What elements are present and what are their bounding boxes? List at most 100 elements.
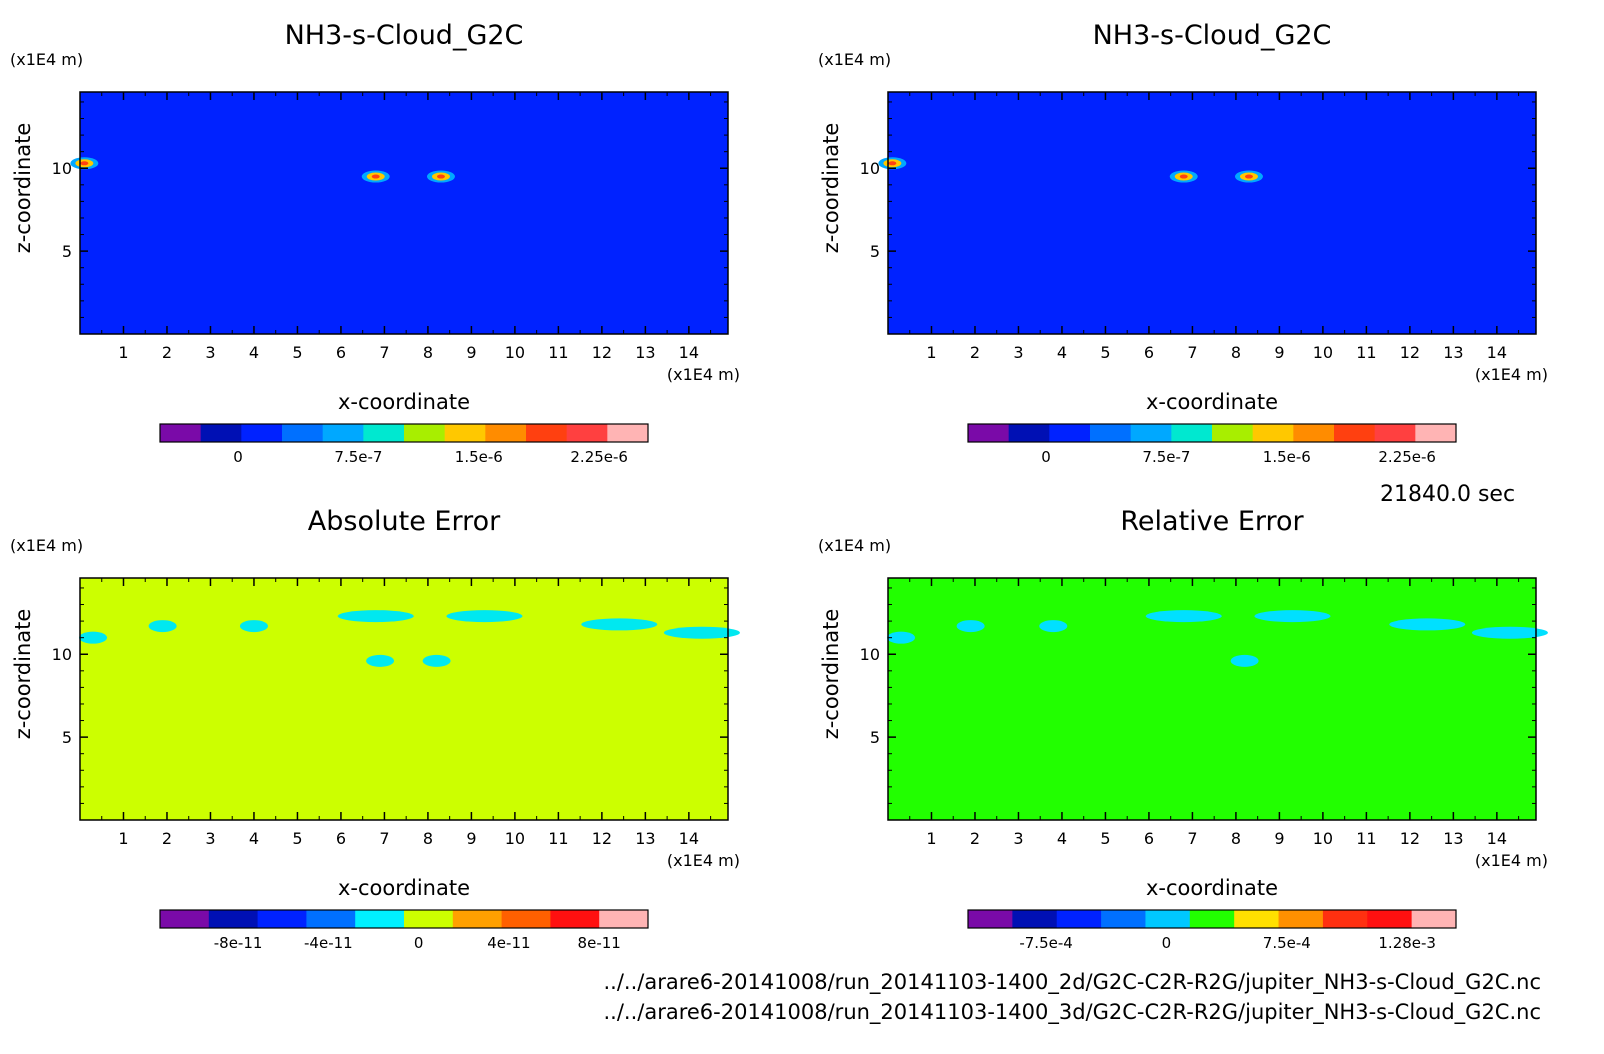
colorbar-segment bbox=[550, 910, 600, 928]
x-tick-label: 8 bbox=[1231, 829, 1241, 848]
y-tick-label: 5 bbox=[870, 728, 880, 747]
x-unit-label: (x1E4 m) bbox=[1475, 365, 1548, 384]
hotspot-core bbox=[888, 161, 897, 166]
colorbar-segment bbox=[200, 424, 242, 442]
colorbar-segment bbox=[526, 424, 568, 442]
colorbar-segment bbox=[1212, 424, 1254, 442]
colorbar-label: 7.5e-7 bbox=[334, 448, 382, 466]
x-tick-label: 9 bbox=[466, 343, 476, 362]
colorbar-segment bbox=[306, 910, 356, 928]
colorbar-segment bbox=[1334, 424, 1376, 442]
x-tick-label: 7 bbox=[1187, 829, 1197, 848]
x-tick-label: 3 bbox=[205, 343, 215, 362]
colorbar-frame bbox=[159, 909, 649, 929]
hotspot-core bbox=[80, 161, 89, 166]
x-tick-label: 6 bbox=[336, 343, 346, 362]
hotspot-core bbox=[436, 174, 445, 179]
colorbar-label: 2.25e-6 bbox=[570, 448, 628, 466]
colorbar-segment bbox=[363, 424, 405, 442]
cloud-patch bbox=[446, 610, 523, 623]
x-tick-label: 13 bbox=[1443, 343, 1463, 362]
x-tick-label: 13 bbox=[635, 343, 655, 362]
cloud-patch bbox=[663, 626, 740, 639]
chart-panel-4: Relative Error(x1E4 m)1 2 3 4 5 6 7 8 9 10 11 12 13 1… bbox=[818, 506, 1548, 952]
colorbar-segment bbox=[404, 424, 446, 442]
colorbar-segment bbox=[599, 910, 649, 928]
colorbar-segment bbox=[1049, 424, 1091, 442]
x-tick-label: 5 bbox=[1100, 343, 1110, 362]
colorbar-segment bbox=[1056, 910, 1102, 928]
x-tick-label: 9 bbox=[466, 829, 476, 848]
x-tick-label: 14 bbox=[679, 829, 699, 848]
x-tick-label: 5 bbox=[1100, 829, 1110, 848]
plot-frame bbox=[887, 577, 1537, 821]
y-unit-label: (x1E4 m) bbox=[10, 536, 83, 555]
colorbar-segment bbox=[444, 424, 486, 442]
x-tick-label: 6 bbox=[1144, 343, 1154, 362]
chart-title: Relative Error bbox=[1120, 506, 1304, 537]
cloud-patch bbox=[1471, 626, 1548, 639]
colorbar-frame bbox=[159, 423, 649, 443]
colorbar-label: 0 bbox=[1041, 448, 1051, 466]
cloud-patch bbox=[1254, 610, 1331, 623]
x-unit-label: (x1E4 m) bbox=[667, 365, 740, 384]
colorbar-segment bbox=[1293, 424, 1335, 442]
x-tick-label: 2 bbox=[162, 829, 172, 848]
x-tick-label: 14 bbox=[679, 343, 699, 362]
x-tick-label: 5 bbox=[292, 829, 302, 848]
x-tick-label: 2 bbox=[970, 343, 980, 362]
x-tick-label: 3 bbox=[205, 829, 215, 848]
y-unit-label: (x1E4 m) bbox=[818, 50, 891, 69]
colorbar: -8e-11 -4e-11 0 4e-11 8e-11 bbox=[159, 909, 649, 952]
colorbar-segment bbox=[1008, 424, 1050, 442]
colorbar-segment bbox=[1411, 910, 1457, 928]
colorbar-segment bbox=[1101, 910, 1146, 928]
x-axis-label: x-coordinate bbox=[338, 876, 470, 900]
hotspot-core bbox=[371, 174, 380, 179]
cloud-patch bbox=[422, 654, 451, 667]
colorbar-label: -7.5e-4 bbox=[1019, 934, 1072, 952]
x-tick-label: 2 bbox=[162, 343, 172, 362]
y-tick-label: 10 bbox=[52, 645, 72, 664]
x-unit-label: (x1E4 m) bbox=[1475, 851, 1548, 870]
colorbar-segment bbox=[1415, 424, 1457, 442]
x-tick-label: 12 bbox=[592, 343, 612, 362]
x-tick-label: 4 bbox=[249, 829, 259, 848]
x-tick-label: 12 bbox=[592, 829, 612, 848]
hotspot-core bbox=[1179, 174, 1188, 179]
colorbar-segment bbox=[1374, 424, 1416, 442]
colorbar-label: 1.5e-6 bbox=[1263, 448, 1311, 466]
y-unit-label: (x1E4 m) bbox=[818, 536, 891, 555]
y-tick-label: 10 bbox=[52, 159, 72, 178]
colorbar-label: -8e-11 bbox=[214, 934, 263, 952]
y-axis-label: z-coordinate bbox=[11, 609, 35, 740]
colorbar-label: 7.5e-4 bbox=[1263, 934, 1311, 952]
chart-panel-1: NH3-s-Cloud_G2C(x1E4 m)1 2 3 4 5 6 7 8 9 10 11 12 13… bbox=[10, 20, 740, 466]
colorbar-segment bbox=[1367, 910, 1413, 928]
cloud-patch bbox=[887, 631, 916, 644]
x-tick-label: 7 bbox=[1187, 343, 1197, 362]
colorbar-label: 1.5e-6 bbox=[455, 448, 503, 466]
colorbar-segment bbox=[1130, 424, 1172, 442]
x-tick-label: 13 bbox=[635, 829, 655, 848]
colorbar-frame bbox=[967, 909, 1457, 929]
colorbar-label: 2.25e-6 bbox=[1378, 448, 1436, 466]
chart-title: NH3-s-Cloud_G2C bbox=[1093, 20, 1332, 51]
colorbar-segment bbox=[566, 424, 608, 442]
heatmap-field bbox=[888, 92, 1536, 334]
colorbar-segment bbox=[1278, 910, 1324, 928]
y-axis-label: z-coordinate bbox=[11, 123, 35, 254]
y-axis-label: z-coordinate bbox=[819, 609, 843, 740]
x-tick-label: 4 bbox=[1057, 829, 1067, 848]
x-tick-label: 11 bbox=[1356, 829, 1376, 848]
colorbar-label: 0 bbox=[1162, 934, 1172, 952]
y-tick-label: 5 bbox=[870, 242, 880, 261]
colorbar-segment bbox=[1234, 910, 1280, 928]
colorbar: 0 7.5e-7 1.5e-6 2.25e-6 bbox=[159, 423, 649, 466]
x-tick-label: 13 bbox=[1443, 829, 1463, 848]
colorbar-label: -4e-11 bbox=[304, 934, 353, 952]
x-tick-label: 12 bbox=[1400, 343, 1420, 362]
colorbar-label: 7.5e-7 bbox=[1142, 448, 1190, 466]
colorbar-segment bbox=[208, 910, 259, 928]
x-tick-label: 3 bbox=[1013, 343, 1023, 362]
